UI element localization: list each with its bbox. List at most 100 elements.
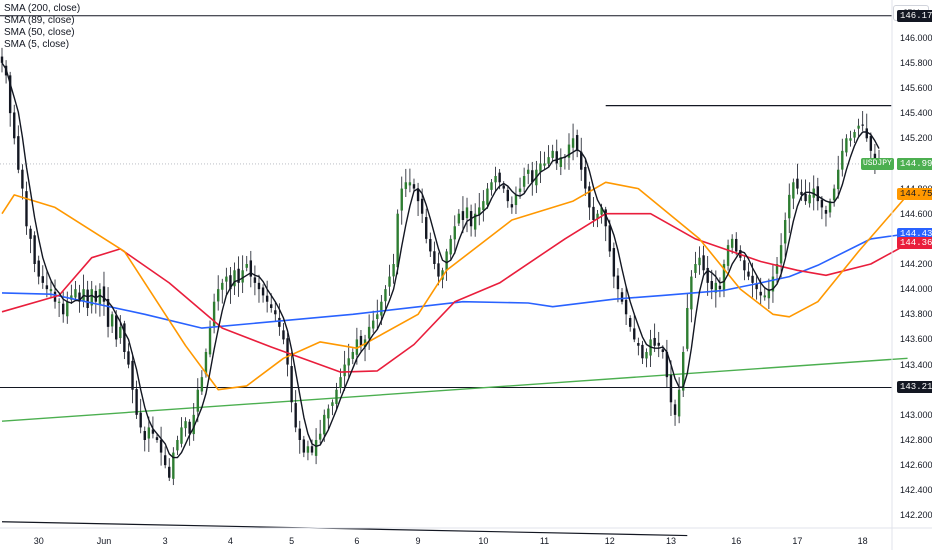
candle-body	[143, 431, 146, 440]
price-tick-label: 145.800	[900, 57, 932, 68]
candle-body	[865, 128, 868, 139]
candle-body	[131, 360, 134, 390]
candle-body	[106, 298, 110, 327]
candle-body	[265, 295, 269, 302]
candle-body	[747, 271, 750, 277]
candle-body	[412, 184, 416, 189]
candle-body	[478, 207, 481, 216]
candle-body	[665, 351, 669, 378]
candle-body	[771, 276, 775, 292]
candle-body	[849, 138, 852, 141]
price-tick-label: 143.400	[900, 359, 932, 370]
candle-body	[257, 282, 261, 290]
candle-body	[718, 285, 722, 290]
candle-body	[286, 338, 289, 365]
price-tick-label: 145.400	[900, 108, 932, 119]
legend-sma-89[interactable]: SMA (89, close)	[4, 15, 75, 26]
candle-body	[575, 135, 579, 151]
time-tick-label: 30	[33, 536, 44, 546]
candle-body	[845, 138, 848, 153]
candle-body	[657, 342, 660, 346]
candle-body	[567, 144, 571, 158]
candle-body	[204, 352, 208, 375]
candle-body	[168, 466, 171, 478]
candle-body	[8, 75, 12, 114]
candle-body	[555, 151, 558, 164]
candle-body	[151, 429, 155, 434]
candle-body	[216, 289, 220, 302]
candle-body	[694, 264, 697, 273]
candle-body	[225, 276, 228, 282]
candle-body	[673, 404, 677, 415]
candle-body	[25, 191, 28, 227]
candle-body	[49, 289, 53, 292]
candle-body	[580, 151, 583, 170]
price-tick-label: 144.600	[900, 208, 932, 219]
candle-body	[253, 277, 257, 283]
candle-body	[494, 176, 497, 183]
candle-body	[584, 166, 587, 189]
candle-body	[857, 125, 860, 129]
legend-sma-5[interactable]: SMA (5, close)	[4, 39, 70, 50]
candle-body	[192, 414, 195, 435]
candle-body	[518, 188, 522, 192]
candle-body	[367, 326, 371, 339]
candle-body	[376, 314, 379, 319]
sma-89-line	[1, 212, 908, 373]
green-trendline	[1, 357, 908, 422]
candle-body	[351, 352, 354, 359]
candle-body	[371, 320, 375, 329]
candle-body	[437, 263, 440, 277]
price-label-dark: 146.175	[897, 9, 932, 22]
candle-body	[123, 323, 126, 352]
candle-body	[486, 188, 489, 205]
legend-sma-200[interactable]: SMA (200, close)	[4, 3, 81, 14]
candle-body	[318, 433, 322, 440]
candle-body	[571, 138, 575, 148]
candle-body	[241, 270, 244, 283]
time-tick-label: 4	[227, 536, 233, 546]
candle-body	[539, 163, 542, 172]
candle-body	[294, 403, 297, 428]
candle-body	[633, 328, 636, 340]
candle-body	[841, 150, 844, 170]
candle-body	[465, 207, 469, 219]
candle-body	[274, 310, 277, 315]
candle-body	[808, 194, 811, 204]
candle-body	[722, 264, 726, 291]
candle-body	[779, 245, 783, 264]
candle-body	[98, 289, 102, 305]
candle-body	[74, 289, 77, 298]
candle-body	[743, 260, 746, 271]
candle-body	[261, 287, 265, 296]
candle-body	[702, 255, 705, 271]
price-tick-label: 142.800	[900, 435, 932, 445]
candle-body	[310, 446, 314, 453]
candle-body	[441, 270, 444, 280]
candle-body	[302, 439, 306, 453]
candle-body	[547, 157, 550, 164]
price-tick-label: 144.200	[900, 259, 932, 269]
time-tick-label: 12	[604, 536, 615, 546]
candle-body	[800, 191, 803, 195]
candle-body	[698, 257, 701, 266]
candle-body	[347, 358, 350, 366]
candle-body	[61, 303, 65, 315]
candle-body	[396, 213, 399, 268]
candle-body	[682, 352, 685, 391]
candle-body	[0, 56, 4, 63]
candle-body	[66, 301, 69, 317]
legend-sma-50[interactable]: SMA (50, close)	[4, 27, 75, 38]
candle-body	[820, 199, 824, 208]
time-tick-label: 10	[478, 536, 489, 546]
candle-body	[775, 264, 779, 274]
candle-body	[543, 163, 546, 166]
candle-body	[208, 326, 212, 355]
candle-body	[473, 213, 477, 230]
symbol-label: USDJPY	[861, 158, 894, 171]
candle-body	[730, 238, 734, 248]
candle-body	[110, 314, 114, 327]
candle-body	[408, 182, 412, 186]
candle-body	[616, 275, 620, 290]
